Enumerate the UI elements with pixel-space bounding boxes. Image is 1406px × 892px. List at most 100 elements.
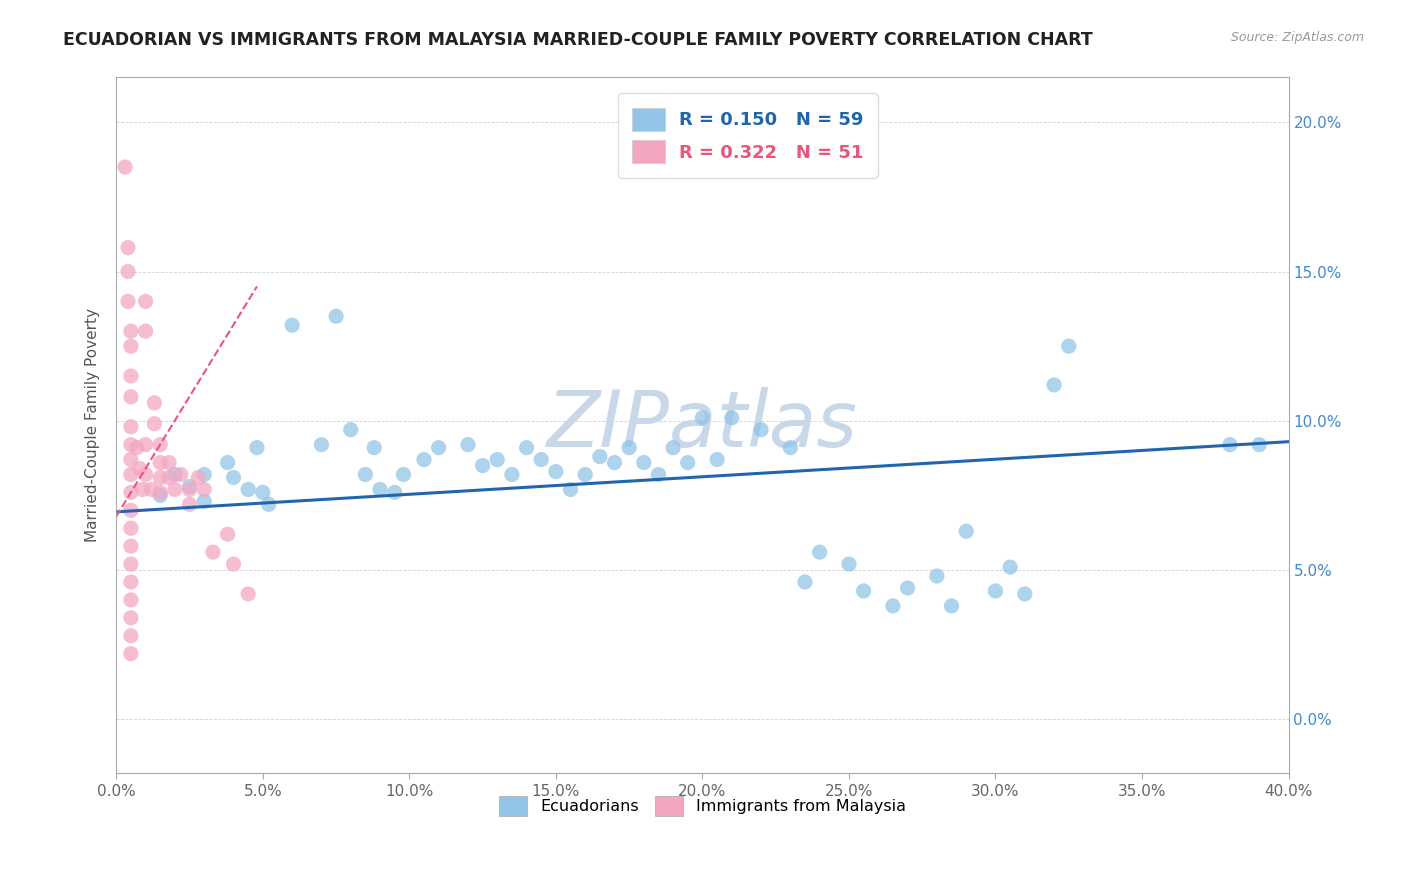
Point <box>955 524 977 539</box>
Point <box>633 456 655 470</box>
Point <box>120 324 142 338</box>
Point <box>530 452 553 467</box>
Point <box>1219 438 1241 452</box>
Point <box>838 557 860 571</box>
Point <box>149 438 172 452</box>
Point <box>882 599 904 613</box>
Point <box>120 503 142 517</box>
Point <box>692 410 714 425</box>
Text: ZIPatlas: ZIPatlas <box>547 387 858 463</box>
Point <box>120 611 142 625</box>
Point <box>574 467 596 482</box>
Point <box>179 497 201 511</box>
Point <box>157 470 180 484</box>
Point <box>281 318 304 333</box>
Point <box>339 423 361 437</box>
Point <box>128 461 150 475</box>
Point <box>662 441 685 455</box>
Point <box>236 587 259 601</box>
Point <box>311 438 333 452</box>
Point <box>120 438 142 452</box>
Point <box>560 483 582 497</box>
Point <box>1057 339 1080 353</box>
Point <box>427 441 450 455</box>
Point <box>1043 378 1066 392</box>
Point <box>125 441 148 455</box>
Point <box>354 467 377 482</box>
Point <box>471 458 494 473</box>
Point <box>120 647 142 661</box>
Point <box>179 483 201 497</box>
Point <box>120 467 142 482</box>
Point <box>120 539 142 553</box>
Point <box>794 574 817 589</box>
Point <box>325 310 347 324</box>
Point <box>120 390 142 404</box>
Point <box>941 599 963 613</box>
Point <box>114 160 136 174</box>
Point <box>252 485 274 500</box>
Point <box>120 629 142 643</box>
Point <box>135 438 157 452</box>
Point <box>808 545 831 559</box>
Point <box>589 450 612 464</box>
Point <box>544 465 567 479</box>
Point <box>170 467 193 482</box>
Point <box>157 456 180 470</box>
Text: Source: ZipAtlas.com: Source: ZipAtlas.com <box>1230 31 1364 45</box>
Point <box>135 324 157 338</box>
Point <box>193 494 215 508</box>
Point <box>120 574 142 589</box>
Point <box>131 483 153 497</box>
Point <box>120 557 142 571</box>
Y-axis label: Married-Couple Family Poverty: Married-Couple Family Poverty <box>86 309 100 542</box>
Point <box>896 581 918 595</box>
Point <box>193 483 215 497</box>
Point <box>222 470 245 484</box>
Point <box>236 483 259 497</box>
Point <box>120 369 142 384</box>
Point <box>1249 438 1271 452</box>
Point <box>117 264 139 278</box>
Point <box>413 452 436 467</box>
Point <box>779 441 801 455</box>
Point <box>647 467 669 482</box>
Point <box>603 456 626 470</box>
Point <box>149 456 172 470</box>
Point <box>217 456 239 470</box>
Point <box>117 294 139 309</box>
Point <box>201 545 224 559</box>
Point <box>135 294 157 309</box>
Point <box>617 441 640 455</box>
Point <box>149 488 172 502</box>
Point <box>363 441 385 455</box>
Point <box>120 521 142 535</box>
Point <box>925 569 948 583</box>
Point <box>149 470 172 484</box>
Point <box>706 452 728 467</box>
Point <box>457 438 479 452</box>
Point <box>120 485 142 500</box>
Point <box>163 483 186 497</box>
Point <box>120 339 142 353</box>
Point <box>143 417 166 431</box>
Point <box>120 593 142 607</box>
Point <box>187 470 209 484</box>
Point <box>117 241 139 255</box>
Point <box>501 467 523 482</box>
Text: ECUADORIAN VS IMMIGRANTS FROM MALAYSIA MARRIED-COUPLE FAMILY POVERTY CORRELATION: ECUADORIAN VS IMMIGRANTS FROM MALAYSIA M… <box>63 31 1092 49</box>
Point <box>143 396 166 410</box>
Point <box>135 467 157 482</box>
Point <box>193 467 215 482</box>
Point <box>392 467 415 482</box>
Point <box>749 423 772 437</box>
Legend: Ecuadorians, Immigrants from Malaysia: Ecuadorians, Immigrants from Malaysia <box>491 788 914 824</box>
Point <box>720 410 742 425</box>
Point <box>516 441 538 455</box>
Point <box>246 441 269 455</box>
Point <box>257 497 280 511</box>
Point <box>984 584 1007 599</box>
Point <box>141 483 163 497</box>
Point <box>120 419 142 434</box>
Point <box>486 452 509 467</box>
